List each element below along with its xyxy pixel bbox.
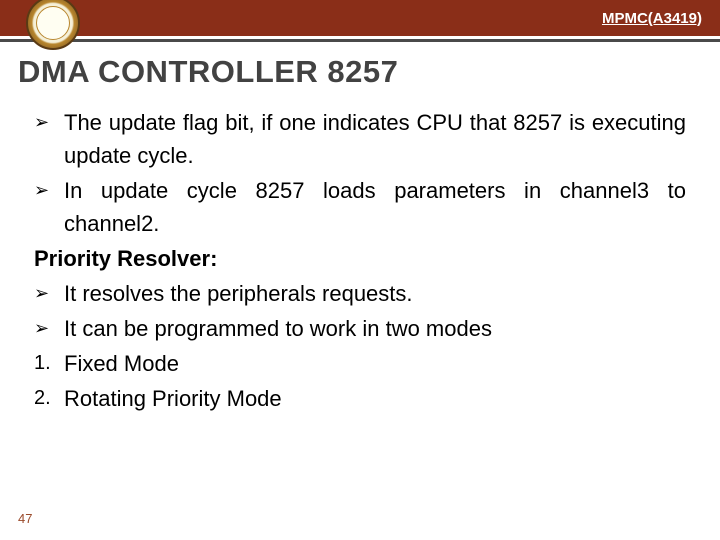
arrow-bullet-icon: ➢	[34, 106, 64, 172]
bullet-item: ➢ It can be programmed to work in two mo…	[34, 312, 686, 345]
priority-resolver-heading: Priority Resolver:	[34, 242, 686, 275]
bullet-text: It resolves the peripherals requests.	[64, 277, 686, 310]
page-number: 47	[18, 511, 32, 526]
arrow-bullet-icon: ➢	[34, 174, 64, 240]
numbered-item: 2. Rotating Priority Mode	[34, 382, 686, 415]
course-code: MPMC(A3419)	[602, 10, 702, 27]
institution-logo	[26, 0, 80, 50]
bullet-item: ➢ The update flag bit, if one indicates …	[34, 106, 686, 172]
logo-inner	[36, 6, 70, 40]
bullet-text: It can be programmed to work in two mode…	[64, 312, 686, 345]
header-underline	[0, 36, 720, 42]
bullet-item: ➢ In update cycle 8257 loads parameters …	[34, 174, 686, 240]
numbered-text: Fixed Mode	[64, 347, 686, 380]
numbered-item: 1. Fixed Mode	[34, 347, 686, 380]
bullet-item: ➢ It resolves the peripherals requests.	[34, 277, 686, 310]
number-marker: 2.	[34, 382, 64, 415]
numbered-text: Rotating Priority Mode	[64, 382, 686, 415]
bullet-text: In update cycle 8257 loads parameters in…	[64, 174, 686, 240]
slide-title: DMA CONTROLLER 8257	[0, 44, 720, 106]
bullet-text: The update flag bit, if one indicates CP…	[64, 106, 686, 172]
slide-content: ➢ The update flag bit, if one indicates …	[0, 106, 720, 415]
number-marker: 1.	[34, 347, 64, 380]
arrow-bullet-icon: ➢	[34, 277, 64, 310]
header-band: MPMC(A3419)	[0, 0, 720, 36]
arrow-bullet-icon: ➢	[34, 312, 64, 345]
